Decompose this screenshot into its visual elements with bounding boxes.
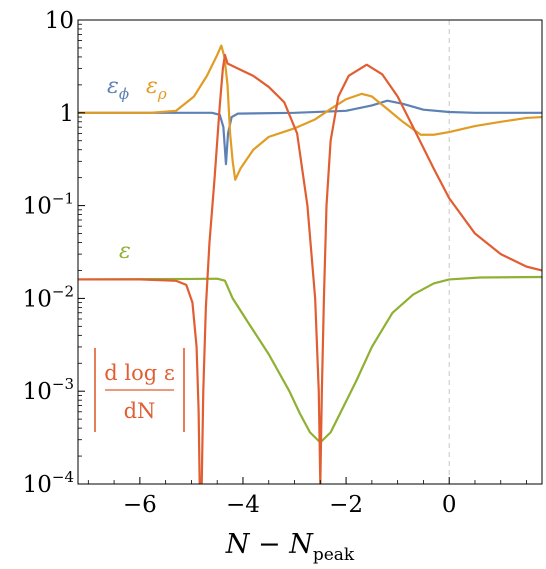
label-eps-phi: εϕ [107,74,129,103]
label-eps-rho: ερ [146,74,167,103]
series-line-1 [78,44,542,181]
y-tick-label-5: 10−4 [23,468,74,498]
y-tick-label-1: 1 [59,101,74,127]
fraction-numerator: d log ε [104,361,174,385]
label-eps: ε [119,239,131,264]
series-layer [78,44,542,484]
x-tick-label-0: −6 [123,492,157,518]
label-dlog-eps: d log ε dN [94,348,185,432]
x-tick-label-2: −2 [329,492,363,518]
series-line-0 [78,99,542,166]
y-tick-label-4: 10−3 [23,375,74,405]
x-tick-label-3: 0 [442,492,457,518]
fraction-denominator: dN [124,399,156,423]
tick-layer: −6 −4 −2 0 10 1 10−1 10−2 10−3 10−4 [23,8,527,518]
x-tick-label-1: −4 [226,492,260,518]
plot-frame [77,19,543,485]
x-axis-title: N − Npeak [225,529,355,565]
series-line-3 [78,53,542,484]
y-tick-label-3: 10−2 [23,282,74,312]
y-tick-label-2: 10−1 [23,190,74,220]
y-tick-label-0: 10 [45,8,74,34]
